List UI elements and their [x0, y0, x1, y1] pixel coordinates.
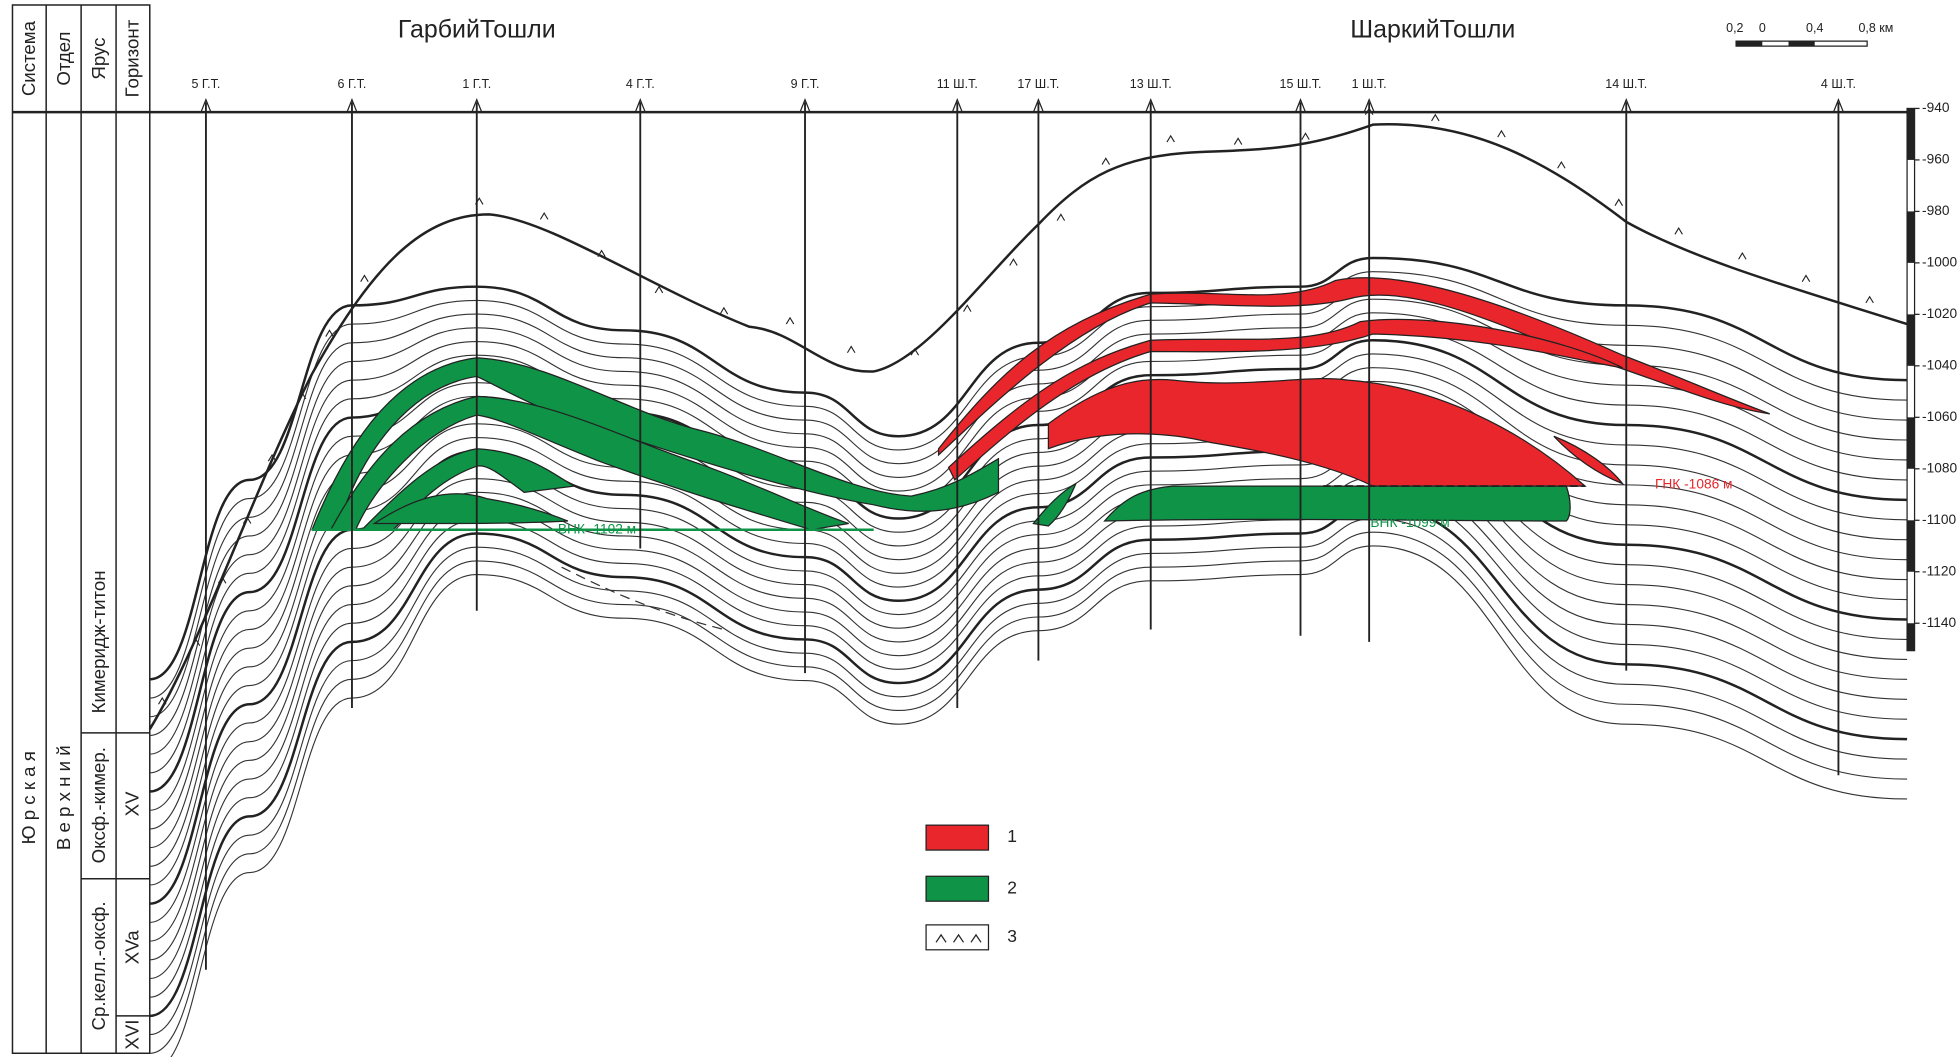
oil-body: [1105, 486, 1571, 521]
stage: Ср.келл.-оксф.: [88, 901, 109, 1030]
well-name: 4 Ш.Т.: [1821, 77, 1856, 91]
gas-bodies: [939, 278, 1770, 486]
anhydrite-symbol: [847, 347, 854, 353]
gas-body: [1048, 379, 1585, 487]
scale-label: 0: [1759, 21, 1766, 35]
contact-label: ГНК -1086 м: [1655, 477, 1733, 492]
legend: 1 2 3: [926, 825, 1017, 950]
stratum-line: [150, 505, 1907, 1016]
series: В е р х н и й: [53, 745, 74, 850]
depth-label: -1120: [1922, 563, 1956, 578]
anhydrite-symbol: [1739, 253, 1746, 259]
well-name: 11 Ш.Т.: [937, 77, 978, 91]
depth-label: -940: [1922, 100, 1950, 115]
scale-label: 0,2: [1726, 21, 1743, 35]
oil-lens: [1033, 484, 1075, 526]
column-header: Ярус: [88, 38, 109, 80]
well-name: 5 Г.Т.: [192, 77, 221, 91]
depth-label: -1140: [1922, 615, 1956, 630]
column-header: Горизонт: [121, 19, 142, 97]
anhydrite-symbol: [1010, 259, 1017, 265]
stratum-line: [150, 519, 1907, 1035]
column-header: Система: [18, 20, 39, 96]
well-name: 17 Ш.Т.: [1017, 77, 1059, 91]
legend-swatch: [926, 876, 988, 901]
anhydrite-symbol: [1558, 162, 1565, 168]
depth-label: -1100: [1922, 512, 1956, 527]
horizon: XVI: [121, 1020, 142, 1050]
depth-bar-segment: [1907, 417, 1914, 468]
anhydrite-symbol: [1102, 158, 1109, 164]
strat-labels: Система Отдел Ярус Горизонт Ю р с к а я …: [18, 19, 143, 1049]
depth-bar-segment: [1907, 211, 1914, 262]
anhydrite-symbol: [1432, 115, 1439, 121]
anhydrite-symbol: [1234, 138, 1241, 144]
anhydrite-symbol: [1167, 136, 1174, 142]
field-title: ШаркийТошли: [1350, 16, 1515, 44]
stage: Кимеридж-титон: [88, 570, 109, 713]
depth-label: -1020: [1922, 306, 1957, 321]
anhydrite-symbol: [1866, 297, 1873, 303]
contact-label: ВНК -1102 м: [558, 521, 636, 536]
anhydrite-symbol: [1675, 228, 1682, 234]
contact-label: ВНК -1099 м: [1370, 515, 1449, 530]
column-header: Отдел: [53, 32, 74, 86]
legend-label: 2: [1007, 877, 1017, 897]
depth-label: -1080: [1922, 460, 1957, 475]
stage: Оксф.-кимер.: [88, 747, 109, 863]
stratum-line: [150, 491, 1907, 997]
well-name: 1 Г.Т.: [462, 77, 491, 91]
stratum-line: [150, 532, 1907, 1053]
stratum-line: [150, 477, 1907, 978]
legend-swatch: [926, 825, 988, 850]
depth-label: -960: [1922, 152, 1950, 167]
anhydrite-symbol: [1302, 133, 1309, 139]
scale-label: 0,4: [1806, 21, 1823, 35]
well-name: 6 Г.Т.: [338, 77, 367, 91]
anhydrite-symbol: [361, 275, 368, 281]
horizon: XVa: [121, 930, 142, 965]
stratum-line: [150, 464, 1907, 960]
scale-bar-segment: [1736, 41, 1762, 46]
depth-label: -980: [1922, 203, 1950, 218]
anhydrite-symbol: [540, 213, 547, 219]
anhydrite-symbol: [720, 308, 727, 314]
well-name: 14 Ш.Т.: [1605, 77, 1647, 91]
system: Ю р с к а я: [18, 751, 39, 844]
depth-label: -1060: [1922, 409, 1957, 424]
page: ГарбийТошли ШаркийТошли 0,2 0 0,4 0,8 км…: [0, 0, 1957, 1057]
stratum-line: [150, 258, 1907, 679]
legend-label: 3: [1007, 926, 1017, 946]
well-name: 1 Ш.Т.: [1352, 77, 1387, 91]
cross-section: ГарбийТошли ШаркийТошли 0,2 0 0,4 0,8 км…: [0, 0, 1957, 1057]
stratum-line: [150, 313, 1907, 754]
depth-bar-segment: [1907, 623, 1914, 650]
anhydrite-symbol: [964, 305, 971, 311]
depth-label: -1040: [1922, 357, 1957, 372]
well-name: 9 Г.Т.: [791, 77, 820, 91]
scale-bar-segment: [1789, 41, 1815, 46]
anhydrite-symbol: [1802, 275, 1809, 281]
field-title: ГарбийТошли: [398, 16, 556, 44]
strata: [150, 108, 1907, 1057]
stratum-line: [150, 354, 1907, 810]
depth-bar-segment: [1907, 314, 1914, 365]
scale-bar: 0,2 0 0,4 0,8 км: [1726, 21, 1893, 46]
depth-scale: -940 -960 -980 -1000 -1020 -1040 -1060 -1080 -11…: [1907, 100, 1957, 651]
well-name: 4 Г.Т.: [626, 77, 655, 91]
depth-bar-segment: [1907, 108, 1914, 159]
well-name: 13 Ш.Т.: [1130, 77, 1172, 91]
anhydrite-symbol: [1615, 199, 1622, 205]
anhydrite-symbol: [326, 330, 333, 336]
depth-label: -1000: [1922, 255, 1957, 270]
scale-label: 0,8 км: [1858, 21, 1893, 35]
horizon: XV: [121, 791, 142, 816]
anhydrite-symbol: [786, 318, 793, 324]
legend-label: 1: [1007, 826, 1017, 846]
depth-bar-segment: [1907, 520, 1914, 571]
anhydrite-symbol: [1498, 131, 1505, 137]
well-name: 15 Ш.Т.: [1280, 77, 1322, 91]
anhydrite-symbol: [1057, 214, 1064, 220]
